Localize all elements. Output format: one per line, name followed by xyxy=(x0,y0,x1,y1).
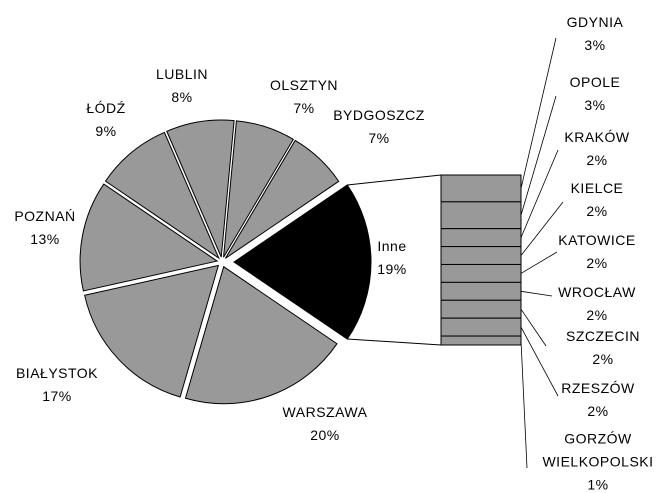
pie-slice xyxy=(184,265,338,405)
slice-label: RZESZÓW 2% xyxy=(561,377,635,423)
label-name: WROCŁAW xyxy=(558,284,636,300)
label-name: SZCZECIN xyxy=(566,328,640,344)
leader-line xyxy=(520,290,553,297)
label-value: 2% xyxy=(586,307,608,323)
label-value: 20% xyxy=(310,427,340,443)
label-value: 19% xyxy=(377,261,407,277)
slice-label: ŁÓDŹ 9% xyxy=(86,97,125,143)
slice-label: OPOLE 3% xyxy=(570,71,621,117)
leader-line xyxy=(520,340,528,469)
bar-segment xyxy=(440,228,522,248)
bar-segment xyxy=(440,174,522,203)
connector xyxy=(347,338,442,346)
slice-label: SZCZECIN 2% xyxy=(566,325,640,371)
pie-slice xyxy=(104,131,220,260)
label-value: 13% xyxy=(30,231,60,247)
leader-line xyxy=(520,201,564,256)
slice-label: BIAŁYSTOK 17% xyxy=(16,362,98,408)
pie-slice xyxy=(84,264,220,398)
label-value: 2% xyxy=(587,403,609,419)
slice-label: BYDGOSZCZ 7% xyxy=(333,104,425,150)
leader-line xyxy=(520,251,558,274)
slice-label: OLSZTYN 7% xyxy=(270,74,338,120)
bar-segment xyxy=(440,317,522,337)
slice-label: KATOWICE 2% xyxy=(558,229,635,275)
label-value: 9% xyxy=(95,123,117,139)
bar-segment xyxy=(440,201,522,230)
slice-label: POZNAŃ 13% xyxy=(14,205,75,251)
label-name: ŁÓDŹ xyxy=(86,100,126,116)
label-value: 8% xyxy=(171,89,193,105)
pie-slice xyxy=(79,183,219,292)
bar-segment xyxy=(440,281,522,301)
bar-segment xyxy=(440,263,522,283)
label-value: 3% xyxy=(584,37,606,53)
pie-slice xyxy=(166,119,235,258)
label-name: OLSZTYN xyxy=(269,77,339,93)
label-value: 2% xyxy=(586,255,608,271)
label-value: 2% xyxy=(586,203,608,219)
pie-slice xyxy=(224,139,340,259)
bar-segment xyxy=(440,335,522,346)
leader-line xyxy=(520,37,557,189)
leader-line xyxy=(520,308,547,347)
bar-segment xyxy=(440,246,522,265)
label-value: 7% xyxy=(368,130,390,146)
label-value: 7% xyxy=(293,100,315,116)
label-value: 17% xyxy=(42,388,72,404)
label-name: KATOWICE xyxy=(558,232,636,248)
label-name: KRAKÓW xyxy=(564,129,630,145)
pie-slice xyxy=(233,184,372,340)
slice-label: KRAKÓW 2% xyxy=(564,126,629,172)
bar-segment xyxy=(440,299,522,319)
leader-line xyxy=(520,95,557,216)
slice-label: KIELCE 2% xyxy=(571,177,624,223)
label-name: WARSZAWA xyxy=(282,404,368,420)
slice-label: GDYNIA 3% xyxy=(567,11,624,57)
label-name: POZNAŃ xyxy=(14,208,76,224)
label-name: RZESZÓW xyxy=(561,380,635,396)
label-name: BIAŁYSTOK xyxy=(15,365,99,381)
leader-line xyxy=(520,149,559,238)
label-name: GORZÓW WIELKOPOLSKI xyxy=(542,430,654,470)
label-name: OPOLE xyxy=(569,74,621,90)
label-value: 2% xyxy=(586,152,608,168)
leader-line xyxy=(520,326,559,397)
label-name: GDYNIA xyxy=(566,14,624,30)
label-name: Inne xyxy=(377,238,407,254)
slice-label: WARSZAWA 20% xyxy=(283,401,368,447)
label-name: BYDGOSZCZ xyxy=(333,107,425,123)
label-name: KIELCE xyxy=(570,180,624,196)
label-value: 1% xyxy=(587,476,609,493)
slice-label: Inne 19% xyxy=(377,235,407,281)
label-name: LUBLIN xyxy=(155,66,209,82)
slice-label: WROCŁAW 2% xyxy=(558,281,636,327)
slice-label: LUBLIN 8% xyxy=(156,63,208,109)
connector xyxy=(347,174,442,186)
label-value: 3% xyxy=(584,97,606,113)
label-value: 2% xyxy=(592,351,614,367)
pie-slice xyxy=(223,120,294,258)
slice-label: GORZÓW WIELKOPOLSKI 1% xyxy=(533,428,663,493)
